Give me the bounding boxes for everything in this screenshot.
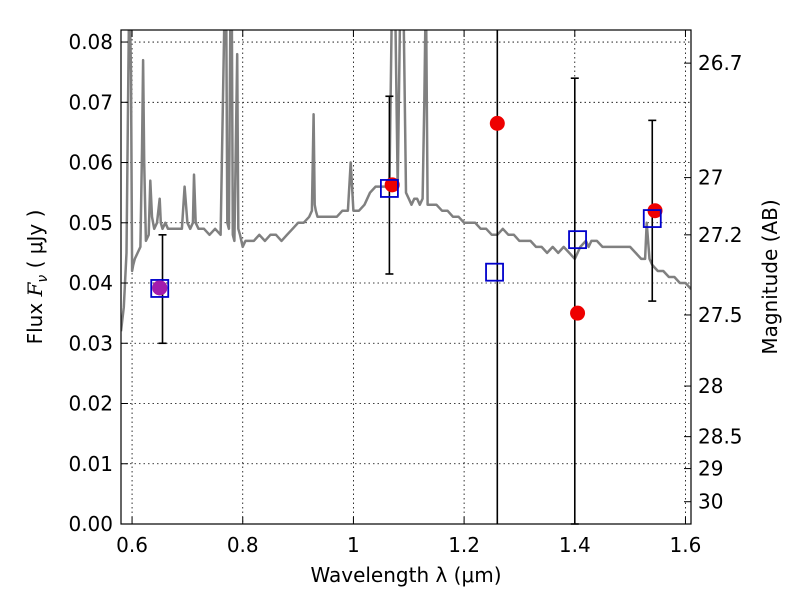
x-axis-label: Wavelength λ (μm) xyxy=(310,563,501,587)
model-point xyxy=(642,209,662,228)
y-tick-label: 0.03 xyxy=(68,331,113,355)
observed-point xyxy=(570,305,586,321)
x-tick-label: 1.4 xyxy=(559,533,591,557)
overlap-point xyxy=(152,280,168,296)
y-tick-label: 0.06 xyxy=(68,151,113,175)
plot-frame xyxy=(120,29,692,525)
y-tick-label: 0.00 xyxy=(68,512,113,536)
x-tick-label: 1.2 xyxy=(448,533,480,557)
marker-layer xyxy=(150,30,663,525)
y2-tick-label: 28.5 xyxy=(698,425,743,449)
model-point xyxy=(150,279,170,298)
y-tick-label: 0.05 xyxy=(68,211,113,235)
y-axis-label-subscript: ν xyxy=(35,275,51,283)
y2-tick-label: 27.2 xyxy=(698,223,743,247)
axes: 0.6 0.8 1 1.2 1.4 1.6 0.00 0.01 0.02 0.03 0.04 0.05… xyxy=(68,30,743,557)
model-point xyxy=(568,230,587,250)
observed-point xyxy=(489,115,505,131)
spectrum-line xyxy=(121,30,691,332)
y2-tick-label: 28 xyxy=(698,374,723,398)
y-axis-label: Flux Fν ( μJy ) xyxy=(23,210,51,345)
observed-point xyxy=(384,177,400,193)
model-point xyxy=(379,179,399,198)
y-axis-label-prefix: Flux xyxy=(23,296,47,344)
y2-tick-label: 26.7 xyxy=(698,51,743,75)
y-axis-label-symbol: F xyxy=(23,281,47,297)
y-tick-label: 0.08 xyxy=(68,30,113,54)
y-tick-label: 0.07 xyxy=(68,90,113,114)
y2-tick-label: 30 xyxy=(698,490,723,514)
x-tick-label: 0.8 xyxy=(227,533,259,557)
x-tick-label: 1.6 xyxy=(670,533,702,557)
data-layer xyxy=(121,30,691,332)
model-point xyxy=(485,262,504,282)
x-tick-label: 0.6 xyxy=(116,533,148,557)
x-tick-label: 1 xyxy=(347,533,360,557)
y2-tick-label: 27.5 xyxy=(698,303,743,327)
y-tick-label: 0.02 xyxy=(68,392,113,416)
y2-tick-label: 29 xyxy=(698,457,723,481)
y-tick-label: 0.04 xyxy=(68,271,113,295)
y2-axis-label: Magnitude (AB) xyxy=(758,199,782,354)
y-axis-label-units: ( μJy ) xyxy=(23,210,47,275)
y-tick-label: 0.01 xyxy=(68,452,113,476)
y2-tick-label: 27 xyxy=(698,166,723,190)
